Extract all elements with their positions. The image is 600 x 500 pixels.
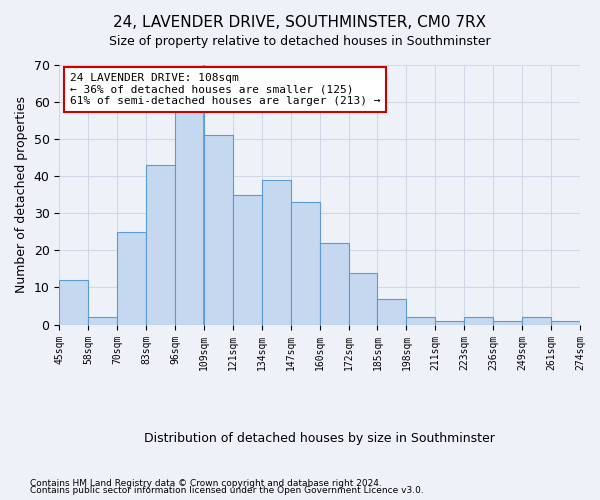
Bar	[88, 317, 117, 324]
Bar	[320, 243, 349, 324]
Bar	[377, 298, 406, 324]
Bar	[146, 165, 175, 324]
Bar	[522, 317, 551, 324]
Bar	[436, 321, 464, 324]
Bar	[349, 272, 377, 324]
Bar	[262, 180, 291, 324]
Bar	[233, 195, 262, 324]
Bar	[464, 317, 493, 324]
Bar	[204, 136, 233, 324]
Bar	[493, 321, 522, 324]
Bar	[406, 317, 436, 324]
Bar	[59, 280, 88, 324]
Text: 24, LAVENDER DRIVE, SOUTHMINSTER, CM0 7RX: 24, LAVENDER DRIVE, SOUTHMINSTER, CM0 7R…	[113, 15, 487, 30]
Bar	[117, 232, 146, 324]
Bar	[291, 202, 320, 324]
Text: 24 LAVENDER DRIVE: 108sqm
← 36% of detached houses are smaller (125)
61% of semi: 24 LAVENDER DRIVE: 108sqm ← 36% of detac…	[70, 73, 380, 106]
X-axis label: Distribution of detached houses by size in Southminster: Distribution of detached houses by size …	[144, 432, 495, 445]
Y-axis label: Number of detached properties: Number of detached properties	[15, 96, 28, 294]
Bar	[175, 106, 204, 324]
Bar	[551, 321, 580, 324]
Text: Contains public sector information licensed under the Open Government Licence v3: Contains public sector information licen…	[30, 486, 424, 495]
Text: Size of property relative to detached houses in Southminster: Size of property relative to detached ho…	[109, 35, 491, 48]
Text: Contains HM Land Registry data © Crown copyright and database right 2024.: Contains HM Land Registry data © Crown c…	[30, 478, 382, 488]
